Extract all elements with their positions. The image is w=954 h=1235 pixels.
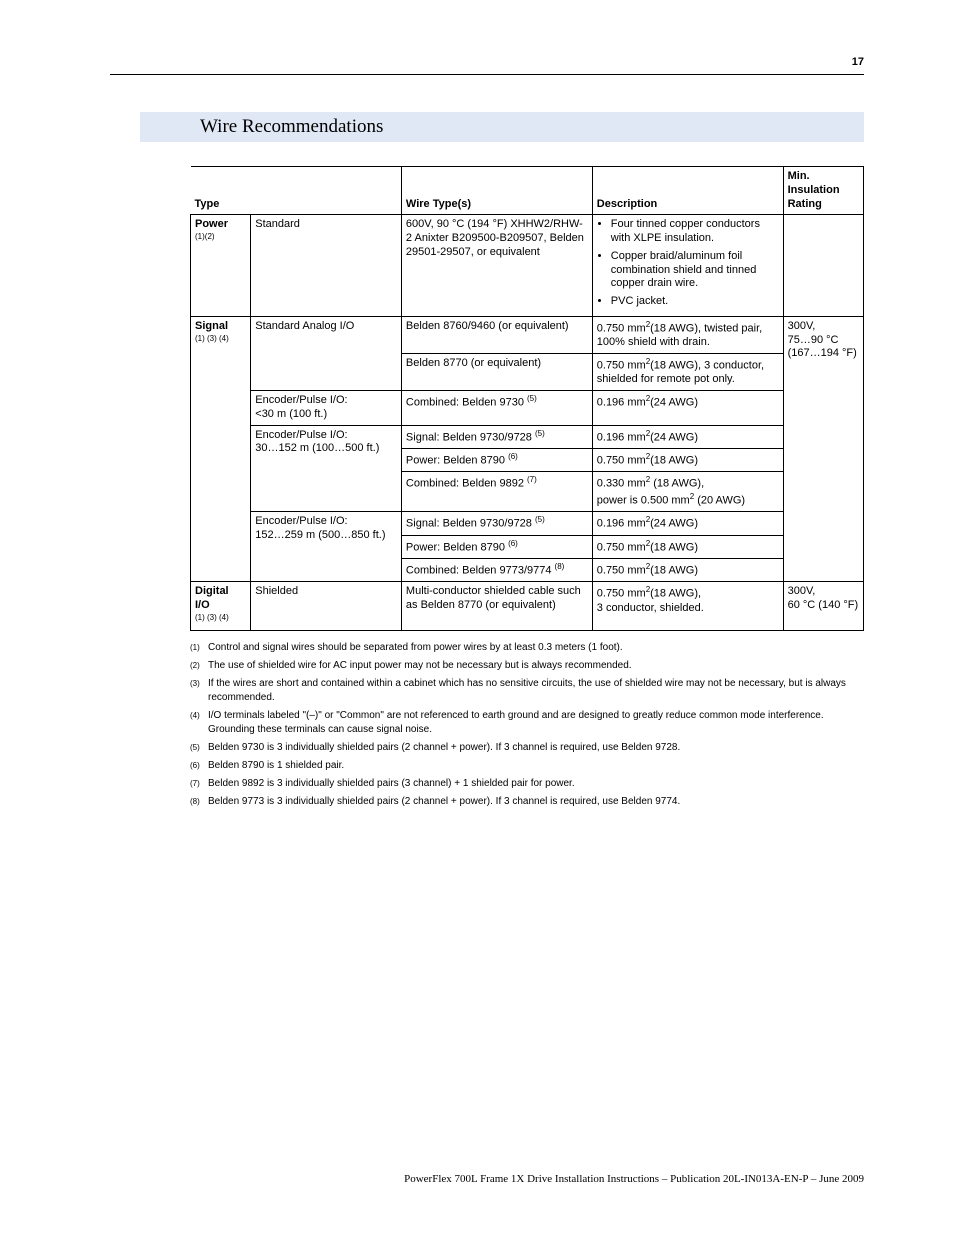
signal-desc-7: 0.750 mm2(18 AWG) [592,535,783,558]
footnote-7: (7)Belden 9892 is 3 individually shielde… [190,777,864,791]
signal-desc-1: 0.750 mm2(18 AWG), 3 conductor, shielded… [592,353,783,390]
power-rating [783,215,863,317]
signal-type-cell: Signal (1) (3) (4) [191,316,251,582]
signal-label: Signal [195,320,228,332]
footnote-2: (2)The use of shielded wire for AC input… [190,659,864,673]
signal-wire-3: Signal: Belden 9730/9728 (5) [401,425,592,448]
footer: PowerFlex 700L Frame 1X Drive Installati… [190,1173,864,1185]
signal-refs: (1) (3) (4) [195,334,229,343]
power-wire: 600V, 90 °C (194 °F) XHHW2/RHW-2 Anixter… [401,215,592,317]
footnote-4: (4)I/O terminals labeled "(–)" or "Commo… [190,709,864,737]
digital-refs: (1) (3) (4) [195,613,229,622]
power-label: Power [195,218,228,230]
signal-wire-5: Combined: Belden 9892 (7) [401,472,592,512]
wire-table: Type Wire Type(s) Description Min. Insul… [190,166,864,631]
header-rating: Min. Insulation Rating [783,167,863,215]
top-rule [110,74,864,75]
header-desc: Description [592,167,783,215]
digital-rating: 300V, 60 °C (140 °F) [783,582,863,630]
signal-sub-6: Encoder/Pulse I/O: 152…259 m (500…850 ft… [251,512,402,582]
power-desc-2: Copper braid/aluminum foil combination s… [611,250,779,291]
power-desc: Four tinned copper conductors with XLPE … [592,215,783,317]
signal-wire-4: Power: Belden 8790 (6) [401,448,592,471]
power-type-cell: Power (1)(2) [191,215,251,317]
content-area: Type Wire Type(s) Description Min. Insul… [190,166,864,813]
digital-label: Digital I/O [195,585,229,611]
footnote-3: (3)If the wires are short and contained … [190,677,864,705]
footnote-8: (8)Belden 9773 is 3 individually shielde… [190,795,864,809]
signal-wire-1: Belden 8770 (or equivalent) [401,353,592,390]
signal-desc-5: 0.330 mm2 (18 AWG), power is 0.500 mm2 (… [592,472,783,512]
signal-wire-2: Combined: Belden 9730 (5) [401,391,592,426]
signal-desc-2: 0.196 mm2(24 AWG) [592,391,783,426]
signal-desc-4: 0.750 mm2(18 AWG) [592,448,783,471]
signal-desc-8: 0.750 mm2(18 AWG) [592,559,783,582]
signal-wire-0: Belden 8760/9460 (or equivalent) [401,316,592,353]
section-heading: Wire Recommendations [140,112,864,142]
footnote-5: (5)Belden 9730 is 3 individually shielde… [190,741,864,755]
digital-desc: 0.750 mm2(18 AWG), 3 conductor, shielded… [592,582,783,630]
power-desc-1: Four tinned copper conductors with XLPE … [611,218,779,246]
signal-wire-7: Power: Belden 8790 (6) [401,535,592,558]
digital-wire: Multi-conductor shielded cable such as B… [401,582,592,630]
signal-desc-6: 0.196 mm2(24 AWG) [592,512,783,535]
power-desc-3: PVC jacket. [611,295,779,309]
footnote-6: (6)Belden 8790 is 1 shielded pair. [190,759,864,773]
signal-sub-0: Standard Analog I/O [251,316,402,390]
signal-wire-6: Signal: Belden 9730/9728 (5) [401,512,592,535]
page-number: 17 [852,56,864,68]
digital-sub: Shielded [251,582,402,630]
signal-wire-8: Combined: Belden 9773/9774 (8) [401,559,592,582]
signal-sub-2: Encoder/Pulse I/O: <30 m (100 ft.) [251,391,402,426]
signal-rating: 300V, 75…90 °C (167…194 °F) [783,316,863,582]
footnotes: (1)Control and signal wires should be se… [190,641,864,809]
footnote-1: (1)Control and signal wires should be se… [190,641,864,655]
header-wire: Wire Type(s) [401,167,592,215]
signal-desc-0: 0.750 mm2(18 AWG), twisted pair, 100% sh… [592,316,783,353]
power-refs: (1)(2) [195,232,215,241]
header-type: Type [191,167,402,215]
digital-type-cell: Digital I/O (1) (3) (4) [191,582,251,630]
signal-desc-3: 0.196 mm2(24 AWG) [592,425,783,448]
signal-sub-3: Encoder/Pulse I/O: 30…152 m (100…500 ft.… [251,425,402,512]
power-sub: Standard [251,215,402,317]
